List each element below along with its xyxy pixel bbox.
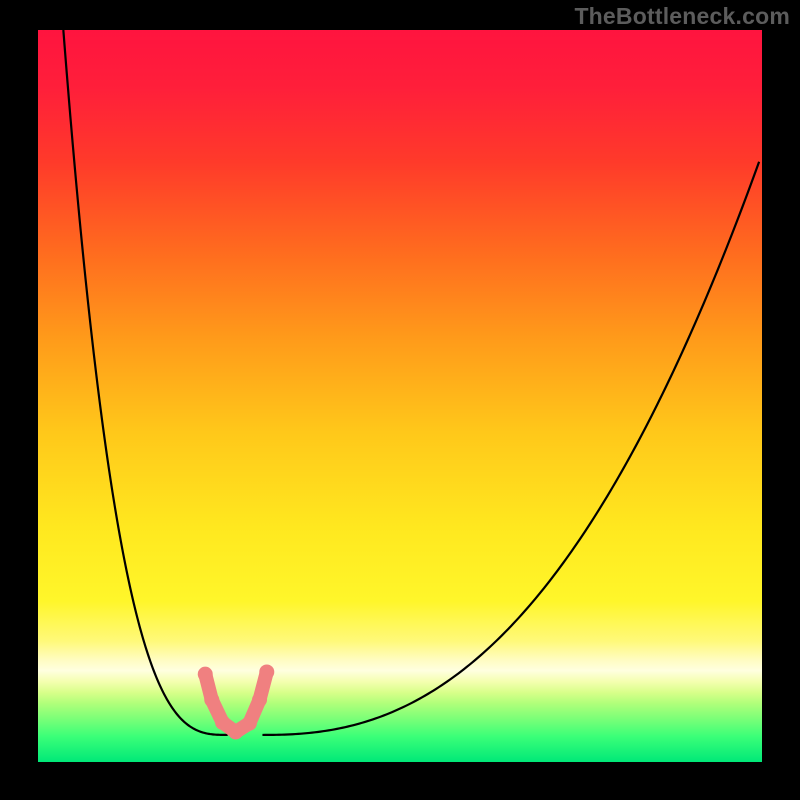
watermark-text: TheBottleneck.com — [574, 3, 790, 30]
plot-area — [38, 30, 762, 762]
marker-dot — [198, 667, 213, 682]
marker-dot — [252, 692, 267, 707]
marker-dot — [259, 664, 274, 679]
plot-svg — [38, 30, 762, 762]
marker-dot — [228, 724, 243, 739]
marker-dot — [204, 692, 219, 707]
canvas-root: TheBottleneck.com — [0, 0, 800, 800]
marker-dot — [215, 715, 230, 730]
marker-dot — [242, 716, 257, 731]
